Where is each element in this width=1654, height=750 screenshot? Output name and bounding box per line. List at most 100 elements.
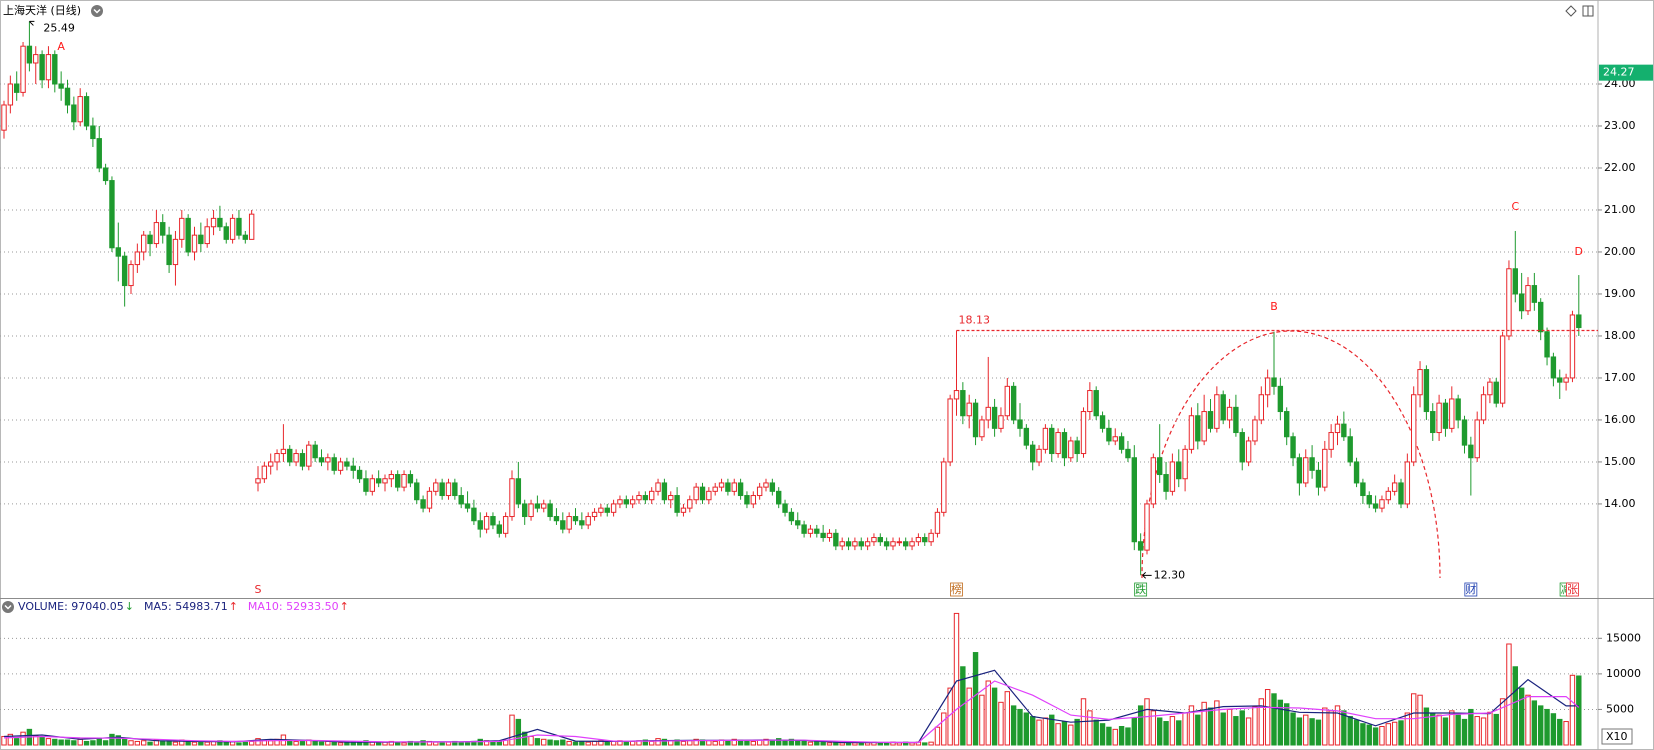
candle-body [1379, 499, 1385, 509]
candle-body [610, 503, 617, 513]
candle-body [1569, 314, 1576, 379]
volume-bar [1449, 710, 1455, 746]
candle-body [1271, 377, 1277, 387]
y-tick-label: 18.00 [1604, 329, 1636, 342]
candle-body [788, 511, 795, 522]
resistance-label: 18.13 [959, 313, 991, 326]
volume-bar [1125, 727, 1131, 746]
volume-bar [1055, 723, 1061, 746]
volume-bar [839, 742, 845, 746]
volume-bar [464, 742, 471, 746]
volume-bar [509, 714, 515, 746]
title-menu-icon[interactable] [91, 5, 103, 17]
candle-body [363, 478, 369, 492]
candle-body [1512, 268, 1518, 295]
volume-bar [1233, 716, 1239, 746]
candle-body [1233, 406, 1239, 434]
y-tick-label: 15000 [1606, 631, 1641, 644]
candle-body [71, 104, 77, 123]
candle-body [871, 537, 877, 543]
volume-bar [1385, 723, 1391, 746]
candle-body [966, 402, 972, 417]
legend-arrow: ↓ [125, 600, 134, 613]
event-marker: 张 [1567, 583, 1578, 596]
volume-bar [1290, 712, 1296, 746]
window-icons[interactable] [1565, 5, 1594, 17]
candle-body [1264, 377, 1271, 396]
volume-bar [1563, 721, 1569, 746]
volume-bar [1379, 726, 1385, 746]
candle-body [280, 448, 287, 455]
legend-arrow: ↑ [229, 600, 238, 613]
pattern-letter: B [1270, 300, 1278, 313]
candle-body [490, 516, 496, 526]
candle-body [585, 516, 591, 526]
volume-bar [985, 680, 991, 746]
candle-body [115, 247, 121, 257]
ma-line [3, 680, 1580, 744]
candle-body [1360, 482, 1366, 497]
volume-bar [153, 739, 160, 746]
volume-bar [433, 741, 439, 746]
volume-bar [1239, 710, 1245, 746]
candle-body [1449, 398, 1455, 429]
candle-body [1023, 427, 1030, 446]
candle-body [725, 482, 731, 492]
volume-bar [1099, 723, 1106, 746]
candle-body [1220, 394, 1226, 421]
candle-body [769, 482, 776, 492]
candle-body [166, 234, 172, 266]
candle-body [617, 499, 623, 505]
candle-body [1030, 444, 1036, 463]
candle-body [1112, 436, 1118, 442]
candle-body [1430, 411, 1436, 434]
volume-bar [1531, 700, 1538, 746]
candle-body [795, 520, 801, 526]
candle-body [953, 390, 960, 400]
candle-body [890, 541, 896, 547]
candle-body [687, 499, 693, 509]
candle-body [356, 469, 363, 480]
candle-body [839, 541, 845, 547]
candle-body [1093, 390, 1099, 417]
volume-bar [579, 740, 585, 746]
candle-body [699, 486, 706, 501]
volume-bar [1087, 710, 1093, 746]
candle-body [1563, 377, 1569, 383]
candle-body [642, 495, 649, 501]
event-marker: 榜 [951, 582, 962, 596]
candle-body [452, 482, 458, 497]
volume-bar [934, 726, 941, 746]
candle-body [261, 465, 268, 480]
candle-body [274, 453, 280, 463]
candle-body [439, 482, 445, 497]
candle-body [1480, 394, 1487, 421]
candle-body [185, 217, 191, 253]
candle-body [1518, 293, 1525, 312]
candle-body [814, 528, 820, 534]
volume-menu-icon[interactable] [2, 601, 14, 613]
candle-body [1074, 440, 1080, 455]
candle-body [90, 125, 96, 140]
volume-bar [1074, 718, 1080, 746]
candle-body [604, 507, 610, 513]
candle-body [718, 482, 725, 488]
volume-bar [814, 740, 820, 746]
volume-bar [1023, 712, 1030, 746]
candle-body [845, 541, 852, 547]
volume-bar [312, 740, 318, 746]
volume-bar [268, 740, 274, 746]
candle-body [1385, 490, 1391, 501]
volume-bar [928, 741, 934, 746]
candle-body [1341, 423, 1347, 438]
candle-body [661, 482, 668, 501]
candle-body [655, 482, 661, 492]
candle-body [1106, 427, 1112, 442]
candle-body [909, 541, 915, 547]
volume-bar [90, 740, 96, 746]
volume-bar [547, 739, 553, 746]
candle-body [134, 251, 141, 266]
pattern-letter: A [57, 40, 65, 53]
volume-bar [191, 741, 198, 746]
volume-bar [58, 739, 64, 746]
